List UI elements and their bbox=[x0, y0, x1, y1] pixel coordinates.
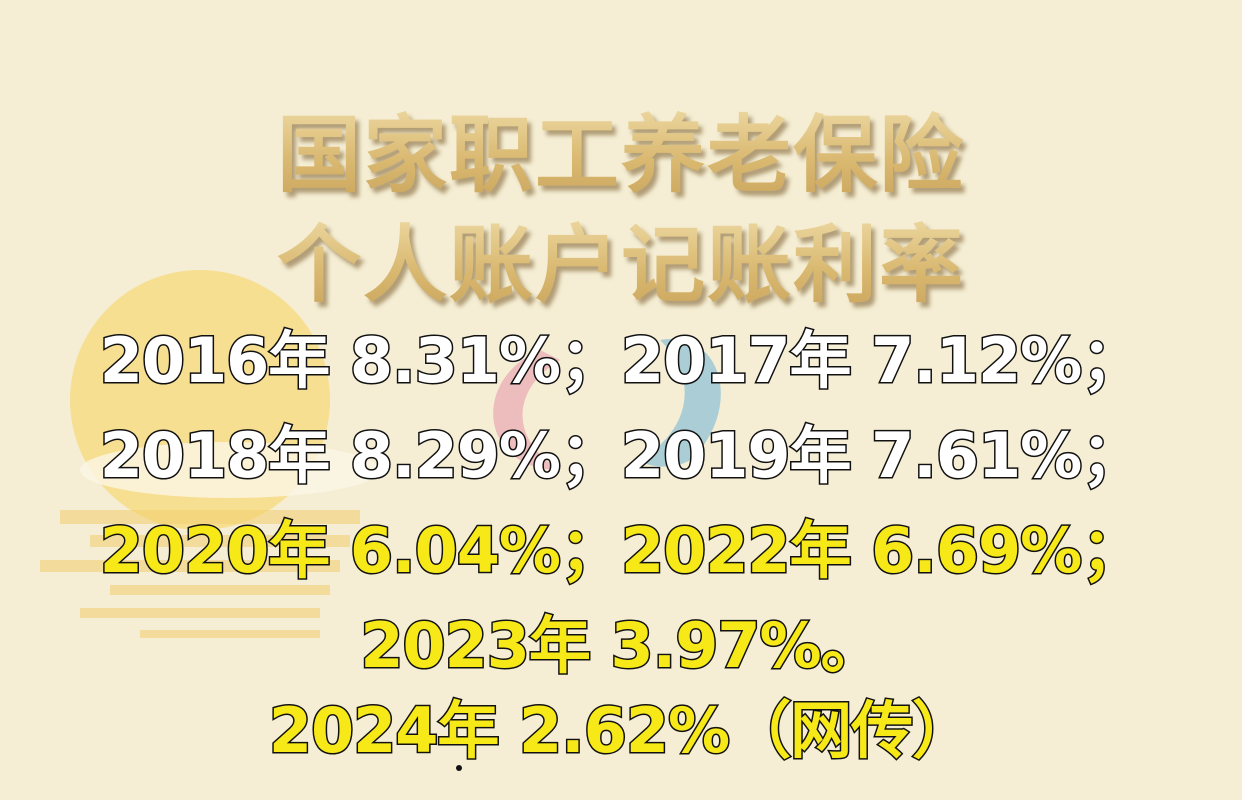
title-line-1: 国家职工养老保险 bbox=[0, 88, 1242, 209]
rate-line-2020-2022: 2020年 6.04%；2022年 6.69%； bbox=[98, 513, 1144, 589]
dot-mark bbox=[456, 765, 462, 771]
rate-line-2023: 2023年 3.97%。 bbox=[359, 608, 884, 684]
rate-line-2024: 2024年 2.62%（网传） bbox=[267, 693, 975, 769]
cloud-shape bbox=[80, 442, 380, 498]
title-line-2: 个人账户记账利率 bbox=[0, 198, 1242, 319]
rate-line-2018-2019: 2018年 8.29%；2019年 7.61%； bbox=[98, 418, 1144, 494]
rate-line-2016-2017: 2016年 8.31%；2017年 7.12%； bbox=[98, 323, 1144, 399]
water-reflection bbox=[40, 510, 360, 638]
pink-swirl bbox=[493, 350, 560, 470]
blue-swirl bbox=[640, 339, 721, 467]
